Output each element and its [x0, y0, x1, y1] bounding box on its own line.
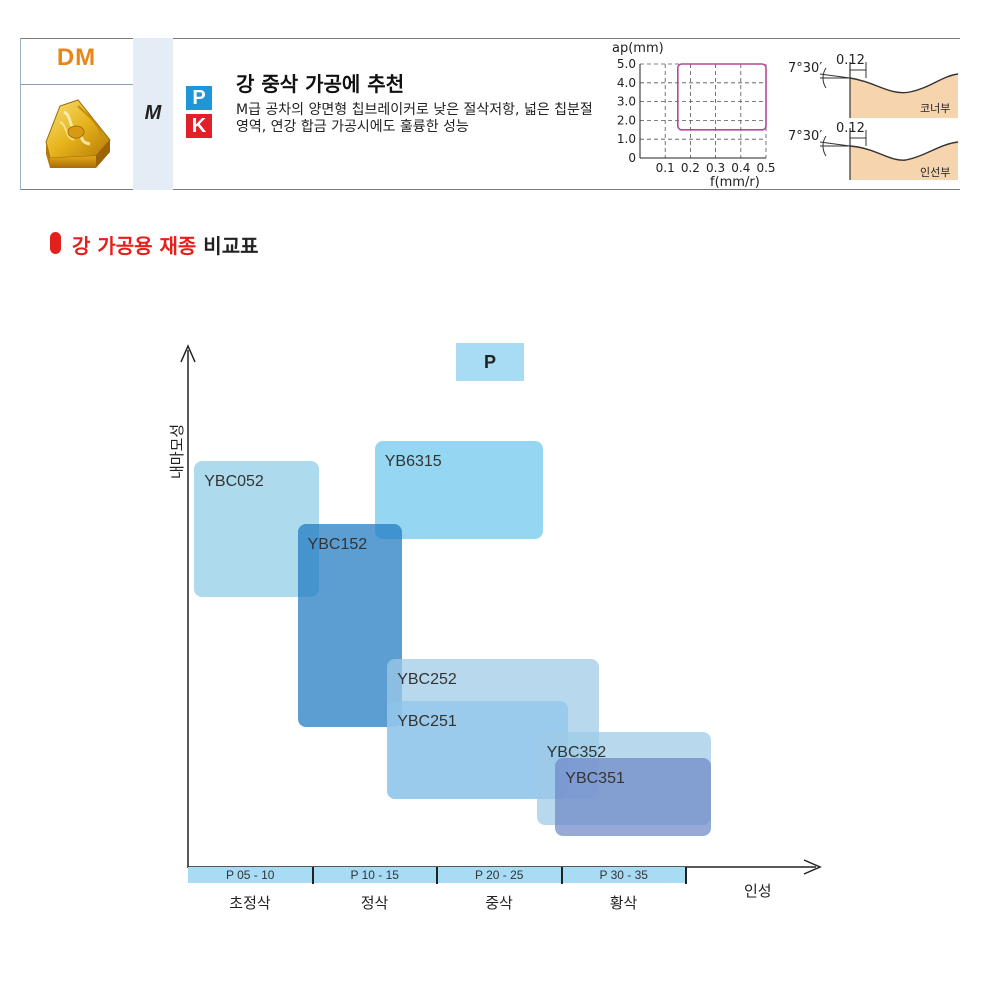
- grade-label-ybc052: YBC052: [204, 473, 264, 491]
- grade-box-ybc351: [555, 757, 711, 836]
- range-chart-xtick: 0.4: [731, 161, 750, 175]
- range-chart-xlabel: f(mm/r): [710, 175, 760, 190]
- range-chart-ylabel: ap(mm): [612, 41, 664, 56]
- range-chart-ytick: 2.0: [617, 113, 636, 127]
- range-divider: [560, 867, 563, 884]
- range-chart-ytick: 0: [628, 151, 636, 165]
- range-divider: [685, 867, 687, 884]
- cutting-edge-profile: 7°30′ 0.12 인선부: [788, 121, 959, 180]
- iso-group-badge-label: P: [483, 352, 496, 372]
- iso-group-badge: [456, 343, 524, 381]
- range-divider: [311, 867, 314, 884]
- range-chart-xtick: 0.1: [656, 161, 675, 175]
- recommendation-description: M급 공차의 양면형 칩브레이커로 낮은 절삭저항, 넓은 칩분절 영역, 연강…: [236, 102, 593, 135]
- grade-label-yb6315: YB6315: [384, 452, 442, 470]
- header-top-rule: [20, 38, 960, 39]
- edge-land-width: 0.12: [836, 121, 865, 136]
- range-chart-ytick: 5.0: [617, 57, 636, 71]
- machining-stage: 초정삭: [229, 894, 271, 912]
- grade-box-ybc152: [297, 523, 403, 727]
- chipbreaker-code: DM: [56, 44, 97, 71]
- grade-map-xlabel: 인성: [744, 882, 772, 900]
- application-range: P 05 - 10: [188, 867, 313, 883]
- insert-icon: [45, 99, 111, 168]
- application-range: P 30 - 35: [561, 867, 686, 883]
- cutting-range-chart: ap(mm) 5.04.03.02.01.00 0.1 0.2 0.3 0.4 0.5 …: [612, 41, 776, 190]
- range-chart-xtick: 0.3: [706, 161, 725, 175]
- application-range: P 20 - 25: [437, 867, 562, 883]
- corner-land-width: 0.12: [836, 53, 865, 68]
- material-class-column: [133, 38, 173, 190]
- grade-box-yb6315: [374, 440, 543, 540]
- application-range: P 10 - 15: [312, 867, 437, 883]
- material-class: M: [144, 102, 162, 124]
- edge-profile-diagrams: 7°30′ 0.12 코너부 7°30′ 0.12 인선부: [788, 53, 959, 180]
- edge-profile-label: 인선부: [920, 166, 950, 179]
- grade-label-ybc251: YBC251: [397, 712, 457, 730]
- recommendation-title: 강 중삭 가공에 추천: [236, 72, 405, 96]
- machining-stage: 정삭: [360, 894, 389, 912]
- grade-label-ybc351: YBC351: [565, 769, 625, 787]
- range-chart-ytick: 1.0: [617, 132, 636, 146]
- grade-label-ybc152: YBC152: [307, 535, 368, 553]
- grade-label-ybc352: YBC352: [546, 743, 607, 761]
- grade-label-ybc252: YBC252: [397, 671, 457, 688]
- iso-badge-p: P: [186, 86, 212, 110]
- edge-rake-angle: 7°30′: [788, 129, 822, 144]
- header-left-rule: [20, 38, 21, 190]
- iso-badge-k: K: [186, 114, 212, 138]
- corner-edge-profile: 7°30′ 0.12 코너부: [788, 53, 959, 118]
- header-bottom-rule: [20, 189, 960, 190]
- range-chart-ytick: 3.0: [617, 95, 636, 109]
- section-title-rest: 비교표: [203, 234, 259, 258]
- corner-rake-angle: 7°30′: [788, 61, 822, 76]
- section-title-highlight: 강 가공용 재종: [72, 234, 197, 258]
- range-chart-ytick: 4.0: [617, 76, 636, 90]
- range-chart-xtick: 0.5: [756, 161, 775, 175]
- range-chart-xtick: 0.2: [681, 161, 700, 175]
- section-marker: [50, 232, 61, 254]
- machining-stage: 황삭: [609, 894, 638, 912]
- chipbreaker-code-cell: [20, 38, 133, 85]
- range-divider: [436, 867, 438, 884]
- recommended-cutting-region: [677, 63, 767, 131]
- section-title: 강 가공용 재종 비교표: [72, 230, 259, 259]
- machining-stage: 중삭: [485, 894, 513, 912]
- corner-profile-label: 코너부: [920, 102, 950, 115]
